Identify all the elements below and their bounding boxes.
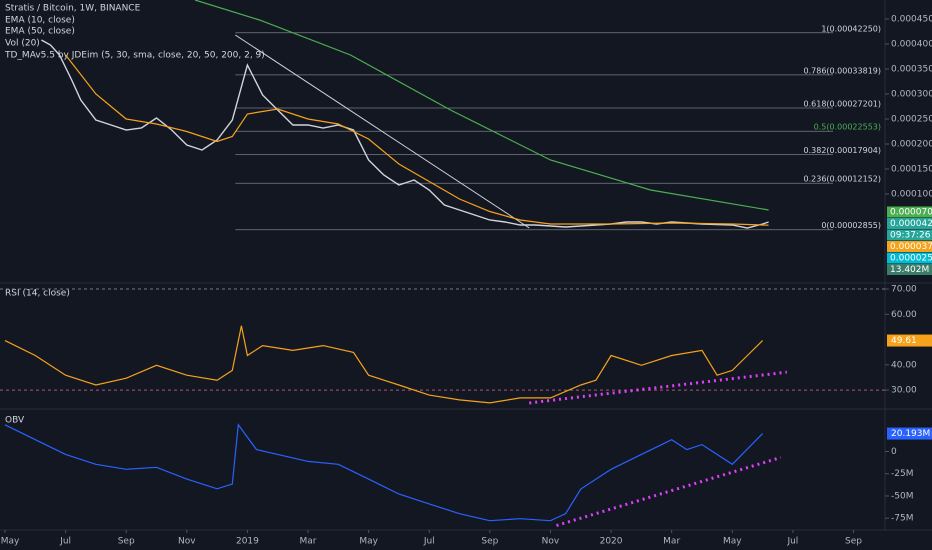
x-tick-label: Jul: [786, 537, 798, 547]
x-tick-label: May: [1, 537, 20, 547]
y-tick-label: 0.00045000: [891, 15, 932, 25]
y-tick-label: 0.00035000: [891, 65, 932, 75]
y-tick-label: -75M: [891, 514, 913, 524]
value-tag: [887, 427, 932, 440]
legend-entry: EMA (10, close): [5, 16, 75, 26]
price-tag: [887, 264, 932, 275]
x-tick-label: May: [723, 537, 742, 547]
fib-label: 1(0.00042250): [821, 24, 881, 33]
series-line: [4, 325, 764, 404]
chart-title: Stratis / Bitcoin, 1W, BINANCE: [5, 4, 141, 14]
price-tag-label: 0.00007057: [890, 208, 932, 218]
price-tag-label: 13.402M: [890, 265, 929, 275]
legend-entry: EMA (50, close): [5, 27, 75, 37]
price-tag: [887, 252, 932, 264]
price-tag-label: 0.00004218: [890, 219, 932, 229]
trendline: [529, 370, 787, 405]
x-tick-label: Jul: [423, 537, 435, 547]
x-tick-label: 2020: [600, 537, 623, 547]
value-tag-label: 49.61: [891, 336, 917, 346]
x-tick-label: Jul: [59, 537, 71, 547]
x-tick-label: Sep: [481, 537, 498, 547]
y-tick-label: 70.00: [891, 285, 917, 295]
fib-label: 0.786(0.00033819): [804, 66, 882, 75]
fib-label: 0.618(0.00027201): [804, 99, 882, 108]
x-tick-label: Nov: [542, 537, 560, 547]
series-line: [65, 54, 769, 226]
y-tick-label: 0.00025000: [891, 115, 932, 125]
price-tag: [887, 206, 932, 218]
price-tag: [887, 229, 932, 241]
pane-title: OBV: [5, 416, 25, 426]
legend-entry: Vol (20): [5, 39, 40, 49]
pane-title: RSI (14, close): [5, 289, 70, 299]
y-tick-label: 0.00020000: [891, 140, 932, 150]
series-line: [4, 423, 764, 522]
x-tick-label: Nov: [178, 537, 196, 547]
value-tag-label: 20.193M: [891, 429, 930, 439]
legend-entry: TD_MAv5.5 by JDEim (5, 30, sma, close, 2…: [4, 51, 265, 61]
price-tag-label: 09:37:26: [890, 231, 931, 241]
series-line: [194, 0, 769, 211]
fib-label: 0(0.00002855): [821, 221, 881, 230]
y-tick-label: 0.00040000: [891, 40, 932, 50]
price-tag-label: 0.00003773: [890, 242, 932, 252]
price-tag-label: 0.00002590: [890, 254, 932, 264]
y-tick-label: 60.00: [891, 310, 917, 320]
y-tick-label: 0.00030000: [891, 90, 932, 100]
x-tick-label: Sep: [118, 537, 135, 547]
x-tick-label: Mar: [663, 537, 680, 547]
series-line: [41, 39, 769, 229]
y-tick-label: 40.00: [891, 360, 917, 370]
x-tick-label: Sep: [845, 537, 862, 547]
x-tick-label: Mar: [300, 537, 317, 547]
fib-label: 0.236(0.00012152): [804, 175, 882, 184]
trendline: [235, 34, 530, 229]
y-tick-label: 0: [891, 447, 897, 457]
x-tick-label: 2019: [236, 537, 259, 547]
y-tick-label: 0.00015000: [891, 165, 932, 175]
price-tag: [887, 218, 932, 229]
y-tick-label: 30.00: [891, 386, 917, 396]
price-tag: [887, 241, 932, 252]
y-tick-label: -50M: [891, 491, 913, 501]
fib-label: 0.382(0.00017904): [804, 146, 882, 155]
value-tag: [887, 334, 932, 347]
x-tick-label: May: [359, 537, 378, 547]
fib-label: 0.5(0.00022553): [814, 123, 881, 132]
y-tick-label: 0.00010000: [891, 190, 932, 200]
y-tick-label: -25M: [891, 469, 913, 479]
